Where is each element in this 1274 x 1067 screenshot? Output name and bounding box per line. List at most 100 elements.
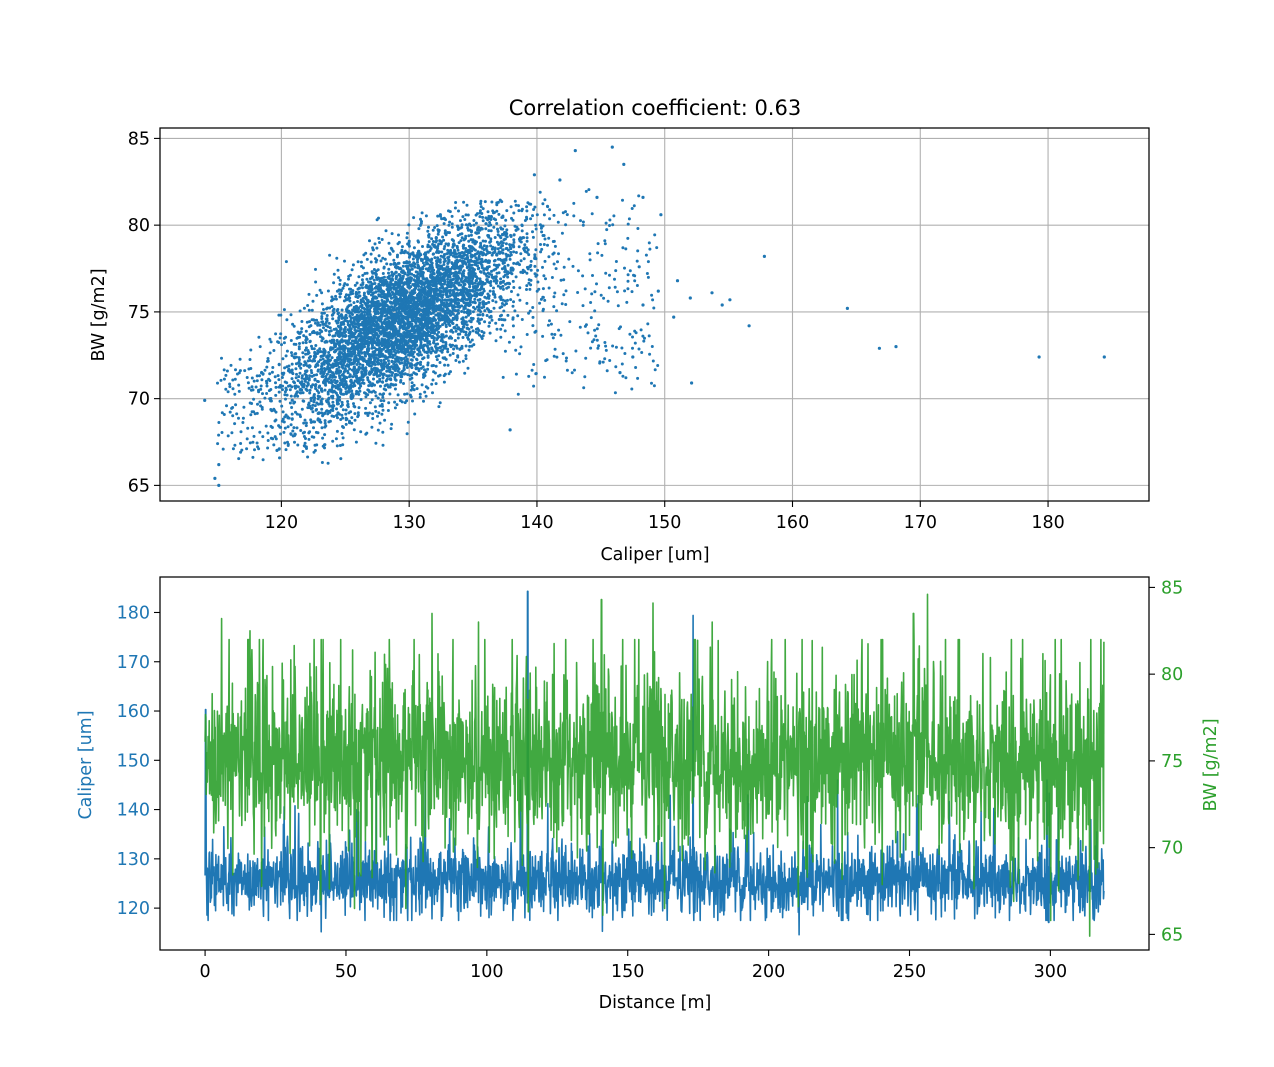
scatter-point: [318, 288, 322, 292]
scatter-point: [376, 357, 380, 361]
scatter-point: [397, 233, 400, 237]
scatter-point: [379, 362, 383, 366]
scatter-point: [492, 263, 496, 267]
scatter-point: [368, 327, 372, 331]
scatter-point: [478, 288, 482, 292]
scatter-point: [417, 249, 421, 253]
scatter-point: [333, 378, 336, 382]
scatter-point: [357, 392, 361, 396]
scatter-point: [531, 214, 534, 218]
scatter-point: [393, 282, 397, 286]
scatter-point: [425, 344, 429, 348]
scatter-point: [410, 333, 414, 337]
scatter-point: [312, 394, 316, 398]
scatter-point: [339, 292, 343, 296]
scatter-point: [385, 262, 389, 266]
scatter-point: [375, 367, 378, 371]
scatter-point: [289, 432, 293, 436]
scatter-point: [373, 307, 376, 311]
scatter-point: [386, 364, 390, 368]
scatter-point: [495, 240, 499, 244]
scatter-point: [481, 312, 485, 316]
scatter-point: [357, 380, 361, 384]
scatter-point: [299, 415, 302, 419]
scatter-point: [300, 320, 304, 323]
scatter-point: [402, 327, 406, 331]
scatter-point: [402, 351, 406, 355]
scatter-point: [366, 304, 370, 308]
scatter-point: [476, 327, 480, 331]
scatter-point: [332, 307, 336, 311]
scatter-point: [409, 293, 413, 297]
scatter-point: [468, 330, 472, 334]
scatter-point: [403, 359, 407, 363]
scatter-point: [345, 376, 349, 380]
scatter-point: [293, 352, 297, 356]
scatter-point: [439, 290, 443, 294]
scatter-point: [496, 284, 500, 288]
scatter-point: [396, 285, 400, 289]
scatter-point: [466, 265, 469, 269]
scatter-point: [314, 344, 318, 347]
scatter-point: [512, 250, 516, 254]
scatter-point: [346, 369, 349, 373]
scatter-point: [312, 426, 315, 430]
scatter-point: [297, 347, 301, 351]
scatter-point: [356, 323, 360, 326]
scatter-point: [463, 218, 467, 221]
scatter-point: [490, 273, 494, 277]
scatter-point: [377, 307, 381, 311]
scatter-point: [381, 408, 385, 412]
scatter-point: [447, 259, 451, 263]
scatter-point: [341, 344, 345, 348]
scatter-point: [337, 387, 340, 391]
scatter-point: [541, 265, 544, 269]
scatter-point: [353, 379, 357, 383]
scatter-point: [444, 233, 448, 237]
scatter-point: [411, 304, 415, 308]
scatter-point: [400, 340, 404, 344]
scatter-point: [457, 241, 461, 245]
scatter-point: [474, 261, 478, 265]
scatter-point: [512, 286, 516, 289]
scatter-point: [388, 392, 392, 396]
scatter-point: [296, 379, 300, 383]
scatter-point: [517, 209, 521, 213]
scatter-point: [498, 306, 502, 310]
scatter-point: [489, 244, 493, 248]
scatter-point: [334, 319, 338, 323]
scatter-point: [487, 229, 491, 233]
scatter-point: [295, 355, 298, 359]
scatter-point: [506, 298, 509, 302]
scatter-point: [464, 354, 468, 358]
scatter-point: [415, 343, 419, 347]
scatter-point: [525, 288, 528, 291]
scatter-point: [349, 378, 353, 382]
scatter-point: [379, 371, 383, 375]
scatter-point: [391, 308, 395, 311]
scatter-point: [447, 281, 450, 285]
scatter-point: [432, 276, 436, 279]
scatter-point: [473, 281, 477, 285]
scatter-point: [379, 309, 383, 313]
scatter-point: [313, 384, 317, 388]
scatter-point: [422, 307, 426, 311]
scatter-point: [494, 339, 498, 343]
scatter-point: [487, 224, 491, 228]
scatter-point: [273, 409, 276, 412]
scatter-point: [370, 342, 374, 346]
scatter-point: [525, 205, 529, 209]
scatter-point: [348, 374, 352, 378]
scatter-point: [489, 315, 493, 319]
scatter-point: [433, 318, 437, 322]
scatter-point: [422, 295, 426, 299]
scatter-point: [285, 318, 289, 322]
scatter-point: [309, 396, 313, 400]
scatter-point: [327, 359, 331, 363]
scatter-point: [392, 258, 396, 262]
scatter-point: [395, 329, 399, 333]
scatter-point: [473, 290, 477, 293]
scatter-point: [307, 325, 311, 329]
scatter-point: [357, 386, 361, 390]
scatter-point: [441, 303, 445, 306]
